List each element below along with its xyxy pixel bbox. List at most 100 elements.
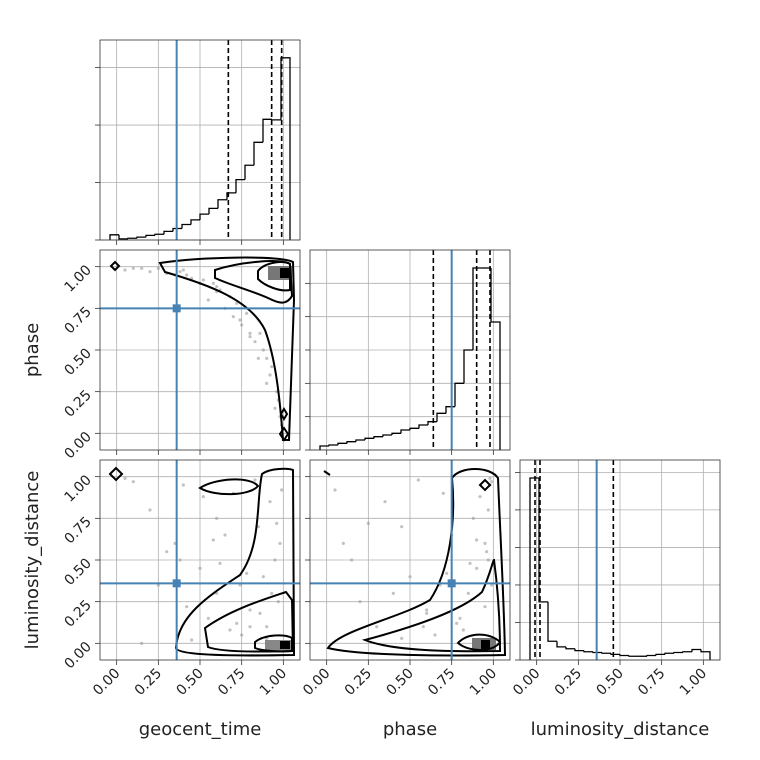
- histogram-bin: [463, 349, 473, 384]
- sample-point: [350, 558, 354, 562]
- sample-point: [253, 478, 257, 482]
- histogram-bin: [271, 119, 281, 121]
- histogram-bin: [328, 444, 338, 446]
- sample-point: [201, 278, 205, 282]
- sample-point: [123, 268, 127, 272]
- histogram-bin: [145, 234, 155, 238]
- histogram-bin: [700, 649, 711, 660]
- sample-point: [231, 315, 235, 319]
- sample-point: [273, 558, 277, 562]
- sample-point: [333, 488, 337, 492]
- sample-point: [265, 625, 269, 629]
- y-axis-label: phase: [22, 323, 43, 377]
- sample-point: [201, 495, 205, 499]
- sample-point: [261, 348, 265, 352]
- sample-point: [445, 571, 449, 575]
- contour: [158, 256, 296, 441]
- x-tick-label: 0.75: [215, 666, 248, 699]
- panel-frame: [99, 249, 301, 451]
- sample-point: [215, 516, 219, 520]
- sample-point: [156, 266, 160, 270]
- sample-point: [235, 301, 239, 305]
- contour: [323, 470, 492, 492]
- sample-point: [358, 600, 362, 604]
- histogram-bin: [646, 654, 656, 657]
- x-tick-label: 0.00: [510, 666, 543, 699]
- histogram-bin: [619, 654, 629, 657]
- histogram-bin: [400, 429, 410, 434]
- sample-point: [185, 605, 189, 609]
- y-tick-label: 0.50: [61, 346, 94, 379]
- sample-point: [276, 600, 280, 604]
- panel-frame: [99, 459, 301, 661]
- histogram-bin: [136, 236, 146, 239]
- sample-point: [475, 566, 479, 570]
- contour: [174, 467, 296, 657]
- panel: [95, 40, 300, 245]
- sample-point: [458, 616, 462, 620]
- sample-point: [486, 558, 490, 562]
- sample-point: [223, 533, 227, 537]
- y-tick-label: 0.25: [61, 597, 94, 630]
- sample-point: [148, 508, 152, 512]
- histogram-bin: [118, 234, 128, 240]
- histogram-bin: [673, 651, 683, 654]
- sample-point: [123, 476, 127, 480]
- sample-point: [421, 625, 425, 629]
- sample-point: [140, 266, 144, 270]
- sample-point: [441, 491, 445, 495]
- histogram-bin: [217, 199, 227, 209]
- contour: [456, 633, 502, 651]
- sample-point: [240, 633, 244, 637]
- sample-point: [248, 625, 252, 629]
- sample-point: [278, 541, 282, 545]
- sample-point: [280, 488, 284, 492]
- sample-point: [181, 268, 185, 272]
- histogram-bin: [655, 653, 665, 656]
- sample-point: [248, 331, 252, 335]
- density-peak: [280, 268, 290, 278]
- histogram-bin: [472, 267, 482, 350]
- sample-point: [408, 575, 412, 579]
- histogram-bin: [109, 234, 119, 240]
- y-tick-label: 0.75: [61, 514, 94, 547]
- histogram-bin: [127, 237, 137, 239]
- sample-point: [468, 561, 472, 565]
- sample-point: [265, 356, 269, 360]
- truth-marker: [172, 304, 181, 313]
- histogram-bin: [181, 223, 191, 229]
- truth-marker: [172, 579, 181, 588]
- x-tick-label: 1.00: [257, 666, 290, 699]
- panel-frame: [309, 249, 511, 451]
- contour: [326, 468, 507, 657]
- sample-point: [148, 270, 152, 274]
- sample-point: [240, 323, 244, 327]
- histogram-bin: [418, 424, 428, 429]
- histogram-bin: [682, 651, 692, 653]
- sample-point: [483, 605, 487, 609]
- sample-point: [275, 521, 279, 525]
- sample-point: [270, 365, 274, 369]
- y-axis-label: luminosity_distance: [22, 471, 43, 650]
- panel-frame: [99, 39, 301, 241]
- histogram-bin: [199, 213, 209, 220]
- histogram-bin: [346, 441, 356, 444]
- panel: [305, 250, 510, 455]
- x-axis-label: luminosity_distance: [531, 719, 710, 740]
- x-tick-label: 0.25: [132, 666, 165, 699]
- sample-point: [486, 508, 490, 512]
- contour: [108, 466, 260, 496]
- sample-point: [400, 525, 404, 529]
- sample-point: [455, 621, 459, 625]
- histogram-bin: [262, 118, 272, 143]
- sample-point: [383, 500, 387, 504]
- sample-point: [228, 628, 232, 632]
- histogram-bin: [565, 646, 575, 650]
- x-tick-label: 0.25: [342, 666, 375, 699]
- histogram-bin: [529, 477, 539, 660]
- y-tick-label: 0.75: [61, 304, 94, 337]
- density-peak: [265, 640, 292, 650]
- sample-point: [425, 611, 429, 615]
- histogram-bin: [391, 432, 401, 435]
